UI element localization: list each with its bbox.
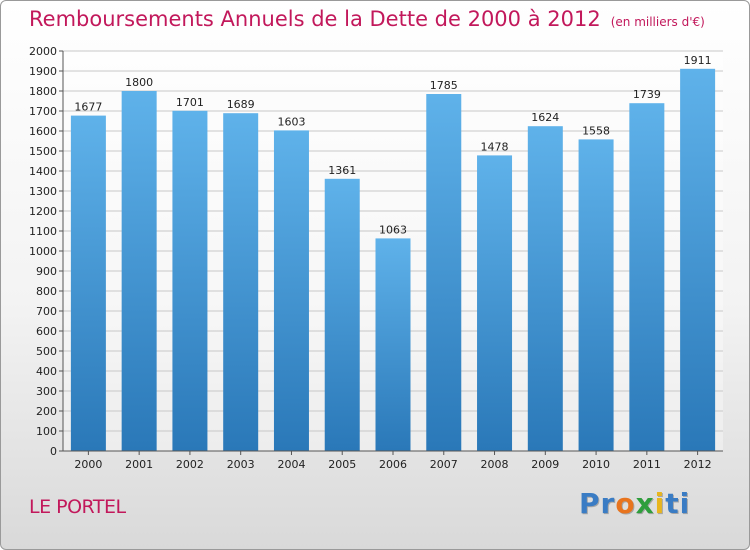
bar-2007[interactable] <box>426 94 462 451</box>
y-tick-label: 1900 <box>29 65 57 78</box>
logo-letter: o <box>615 487 636 520</box>
bar-2012[interactable] <box>680 68 716 452</box>
value-label-2001: 1800 <box>125 76 153 89</box>
x-tick-label-2002: 2002 <box>176 458 204 471</box>
bar-2009[interactable] <box>527 126 563 451</box>
y-tick-label: 0 <box>50 445 57 458</box>
value-label-2000: 1677 <box>74 101 102 114</box>
bar-2006[interactable] <box>375 238 411 451</box>
x-tick-label-2010: 2010 <box>582 458 610 471</box>
y-tick-label: 500 <box>36 345 57 358</box>
bar-2011[interactable] <box>629 103 665 451</box>
x-tick-label-2008: 2008 <box>481 458 509 471</box>
y-tick-label: 1200 <box>29 205 57 218</box>
bar-2000[interactable] <box>70 115 106 451</box>
logo-letter: P <box>579 487 601 520</box>
value-label-2010: 1558 <box>582 124 610 137</box>
bar-2001[interactable] <box>121 91 157 451</box>
y-tick-label: 800 <box>36 285 57 298</box>
value-label-2011: 1739 <box>633 88 661 101</box>
logo-letter: i <box>679 487 691 520</box>
y-tick-label: 1500 <box>29 145 57 158</box>
x-tick-label-2004: 2004 <box>277 458 305 471</box>
value-label-2008: 1478 <box>481 140 509 153</box>
y-tick-label: 2000 <box>29 45 57 58</box>
value-label-2004: 1603 <box>277 115 305 128</box>
value-label-2003: 1689 <box>227 98 255 111</box>
bar-2008[interactable] <box>477 155 513 451</box>
chart-unit: (en milliers d'€) <box>610 15 705 29</box>
logo-letter: r <box>600 487 616 520</box>
bar-2010[interactable] <box>578 139 614 451</box>
y-tick-label: 1000 <box>29 245 57 258</box>
y-tick-label: 1800 <box>29 85 57 98</box>
y-tick-label: 1700 <box>29 105 57 118</box>
logo-letter: i <box>654 487 666 520</box>
y-tick-label: 900 <box>36 265 57 278</box>
x-tick-label-2003: 2003 <box>227 458 255 471</box>
y-tick-label: 300 <box>36 385 57 398</box>
y-tick-label: 400 <box>36 365 57 378</box>
place-name: LE PORTEL <box>29 496 126 518</box>
value-label-2007: 1785 <box>430 79 458 92</box>
bar-2004[interactable] <box>273 130 309 451</box>
x-tick-label-2011: 2011 <box>633 458 661 471</box>
x-tick-label-2009: 2009 <box>531 458 559 471</box>
y-tick-label: 200 <box>36 405 57 418</box>
x-tick-label-2012: 2012 <box>684 458 712 471</box>
bar-2003[interactable] <box>223 113 259 451</box>
y-tick-label: 1600 <box>29 125 57 138</box>
x-tick-label-2006: 2006 <box>379 458 407 471</box>
x-tick-label-2000: 2000 <box>74 458 102 471</box>
y-tick-label: 1300 <box>29 185 57 198</box>
chart-title-text: Remboursements Annuels de la Dette de 20… <box>29 7 601 31</box>
chart-title: Remboursements Annuels de la Dette de 20… <box>29 7 705 31</box>
x-tick-label-2007: 2007 <box>430 458 458 471</box>
proxiti-logo[interactable]: Proxiti <box>579 487 690 520</box>
x-tick-label-2005: 2005 <box>328 458 356 471</box>
y-tick-label: 700 <box>36 305 57 318</box>
value-label-2012: 1911 <box>684 54 712 67</box>
bar-2002[interactable] <box>172 110 208 452</box>
y-tick-label: 1400 <box>29 165 57 178</box>
logo-letter: x <box>635 487 655 520</box>
value-label-2002: 1701 <box>176 96 204 109</box>
y-tick-label: 100 <box>36 425 57 438</box>
value-label-2005: 1361 <box>328 164 356 177</box>
x-tick-label-2001: 2001 <box>125 458 153 471</box>
logo-letter: t <box>665 487 680 520</box>
y-tick-label: 600 <box>36 325 57 338</box>
value-label-2006: 1063 <box>379 223 407 236</box>
bar-2005[interactable] <box>324 178 360 452</box>
y-tick-label: 1100 <box>29 225 57 238</box>
value-label-2009: 1624 <box>531 111 559 124</box>
